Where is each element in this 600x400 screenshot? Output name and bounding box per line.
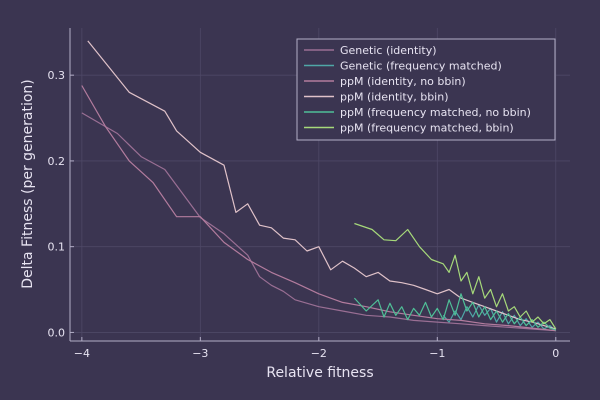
series-line-1 [81,112,556,332]
series-line-3 [81,85,556,332]
x-axis-label: Relative fitness [266,365,373,381]
legend-label: ppM (identity, no bbin) [340,75,466,88]
x-tick-label: −2 [311,347,327,360]
axes [69,28,570,342]
legend-label: Genetic (identity) [340,44,437,57]
x-tick-label: −1 [429,347,445,360]
x-tick-label: −4 [74,347,90,360]
legend-label: ppM (identity, bbin) [340,91,449,104]
y-tick-label: 0.2 [48,155,66,168]
legend: Genetic (identity) Genetic (frequency mat… [296,38,556,141]
legend-label: ppM (frequency matched, bbin) [340,122,514,135]
series-line-5 [353,293,556,331]
series [81,40,557,332]
series-line-4 [87,40,556,330]
series-line-6 [354,222,557,330]
y-axis-label: Delta Fitness (per generation) [20,79,36,289]
legend-label: Genetic (frequency matched) [340,60,502,73]
ticks: −4 −3 −2 −1 0 0.0 0.1 0.2 0.3 [48,69,560,360]
y-tick-label: 0.1 [48,241,66,254]
x-tick-label: 0 [552,347,559,360]
legend-box [296,38,556,141]
legend-label: ppM (frequency matched, no bbin) [340,106,531,119]
y-tick-label: 0.0 [48,326,66,339]
y-tick-label: 0.3 [48,69,66,82]
x-tick-label: −3 [192,347,208,360]
